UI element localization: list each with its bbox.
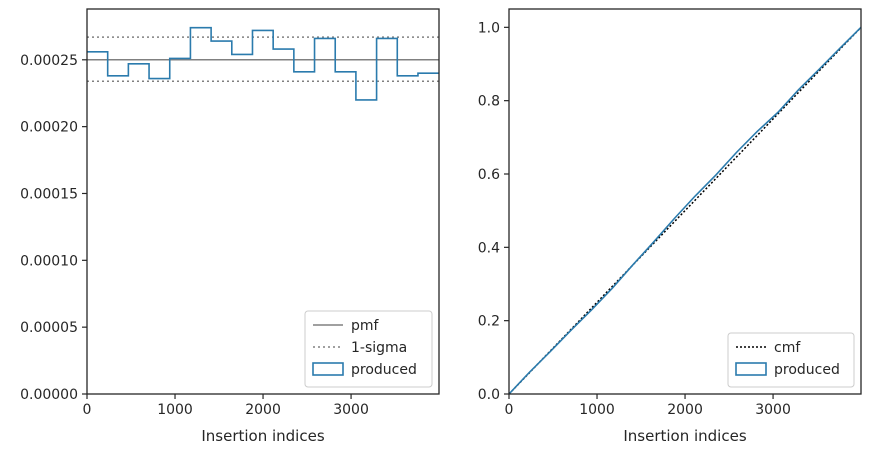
legend: pmf 1-sigma produced	[304, 310, 433, 388]
x-tick-label: 3000	[333, 402, 369, 418]
y-tick-label: 0.0	[478, 387, 500, 403]
y-tick-label: 0.00000	[20, 387, 78, 403]
x-tick-label: 0	[505, 402, 514, 418]
x-tick-label: 1000	[157, 402, 193, 418]
x-tick-label: 1000	[579, 402, 615, 418]
y-tick-label: 1.0	[478, 20, 500, 36]
axes-frame	[508, 8, 862, 395]
legend-frame	[304, 310, 433, 388]
x-axis-label: Insertion indices	[201, 427, 324, 445]
legend-label: pmf	[351, 318, 380, 334]
x-axis-label: Insertion indices	[623, 427, 746, 445]
right-chart-cmf: 0 1000 2000 3000 0.0 0.2 0.4 0.6 0.8 1.0 Insertion…	[478, 8, 862, 445]
legend-label: produced	[774, 362, 840, 378]
axes-frame	[86, 8, 440, 395]
y-tick-label: 0.00010	[20, 253, 78, 269]
y-tick-label: 0.8	[478, 94, 500, 110]
legend-label: cmf	[774, 340, 801, 356]
y-tick-label: 0.00025	[20, 53, 78, 69]
legend-handle-produced	[312, 362, 344, 376]
legend-frame	[727, 332, 855, 388]
x-tick-label: 0	[83, 402, 92, 418]
plot-area	[87, 26, 439, 101]
y-tick-label: 0.6	[478, 167, 500, 183]
y-tick-label: 0.00020	[20, 120, 78, 136]
produced-histogram	[87, 26, 439, 101]
y-tick-label: 0.4	[478, 240, 500, 256]
left-chart-pmf: 0 1000 2000 3000 0.00000 0.00005 0.00010 0.0001…	[20, 8, 440, 445]
plot-area	[509, 26, 861, 394]
legend-label: produced	[351, 362, 417, 378]
x-tick-label: 2000	[245, 402, 281, 418]
y-tick-label: 0.00015	[20, 186, 78, 202]
x-tick-label: 2000	[667, 402, 703, 418]
y-tick-label: 0.2	[478, 314, 500, 330]
legend-handle-produced	[735, 362, 767, 376]
x-tick-label: 3000	[755, 402, 791, 418]
legend: cmf produced	[727, 332, 855, 388]
legend-label: 1-sigma	[351, 340, 407, 356]
y-tick-label: 0.00005	[20, 320, 78, 336]
produced-cumulative	[509, 26, 861, 394]
